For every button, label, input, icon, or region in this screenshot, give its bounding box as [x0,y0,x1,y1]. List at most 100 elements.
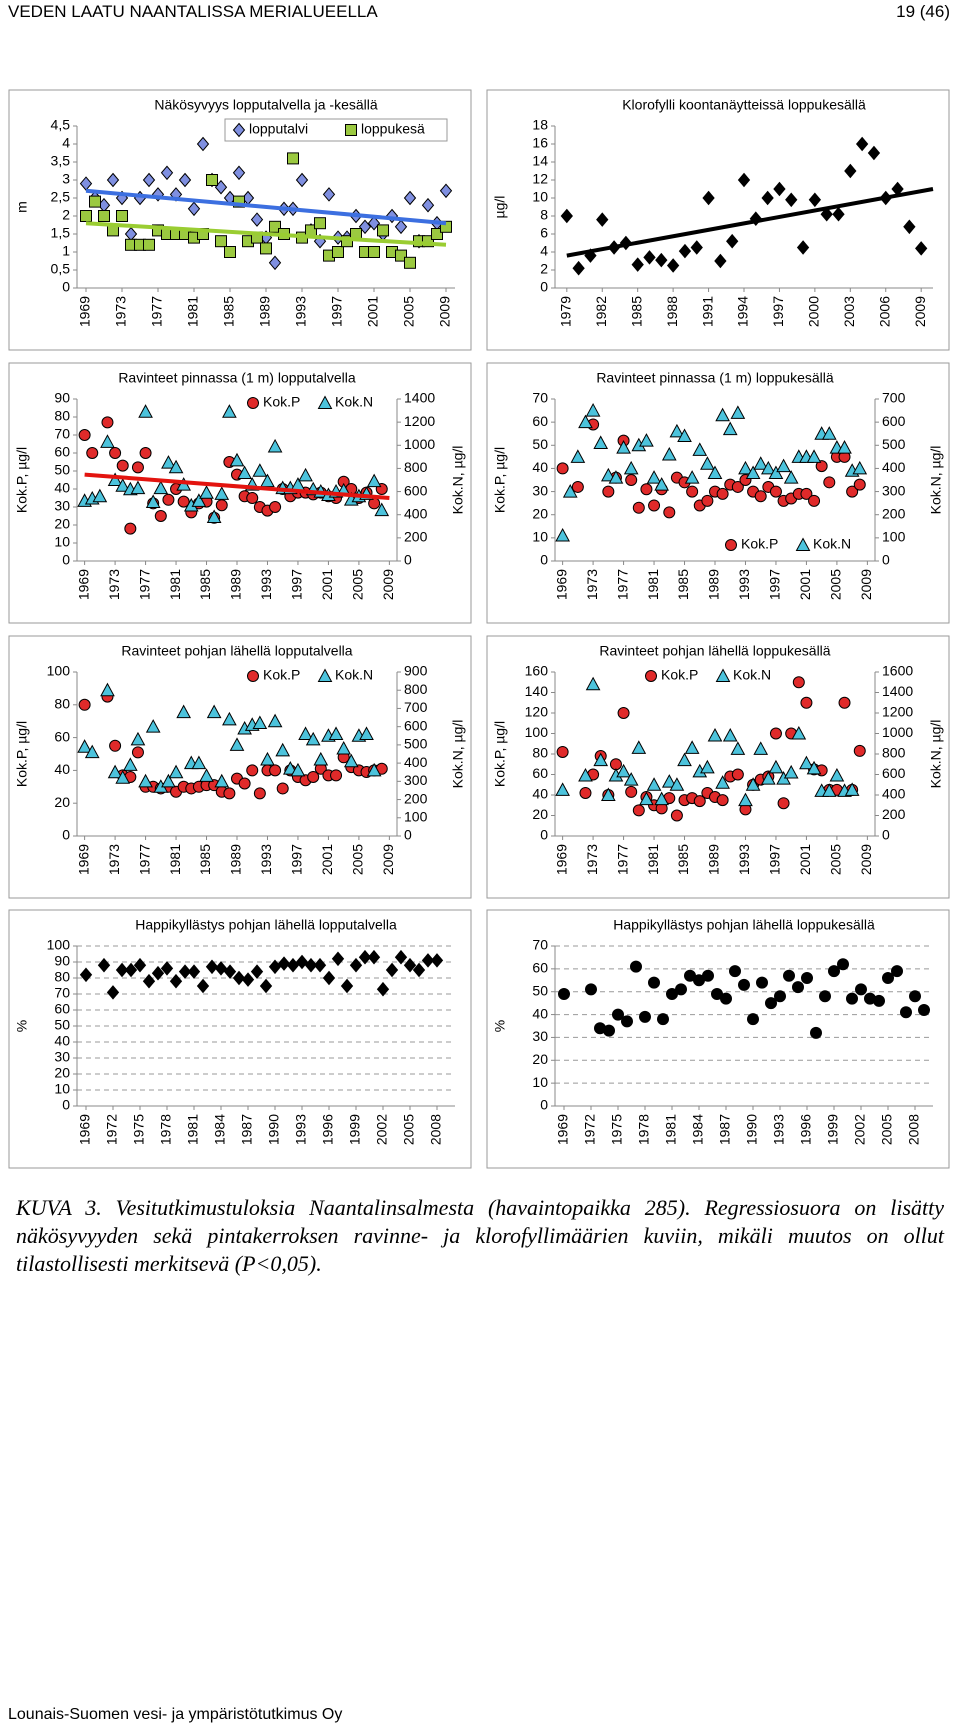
point [232,970,246,986]
y-tick-label: 4,5 [51,117,71,133]
point [376,981,390,997]
point [631,257,644,272]
point [837,958,849,971]
point [657,1013,669,1026]
y2-tick-label: 600 [404,717,428,733]
y-tick-label: 18 [532,117,548,133]
x-tick-label: 2005 [828,569,844,600]
point [124,962,138,978]
point [700,759,715,774]
point [142,172,156,188]
point [145,719,161,733]
point [639,433,654,447]
x-tick-label: 1999 [825,1114,841,1145]
point [241,972,255,987]
point [314,217,326,230]
legend-marker [715,668,731,682]
x-tick-label: 1993 [258,844,274,875]
x-tick-label: 1984 [690,1114,706,1145]
point [138,773,153,788]
x-tick-label: 1993 [736,569,752,600]
point [109,739,122,752]
point [670,809,683,822]
point [92,488,108,503]
y-tick-label: 50 [54,1017,70,1033]
point [707,465,723,480]
point [777,797,790,810]
point [214,486,230,500]
chart-title: Klorofylli koontanäytteissä loppukesällä [622,97,866,113]
x-tick-label: 2006 [876,296,892,327]
point [78,429,91,441]
y-tick-label: 3,5 [51,153,71,169]
point [154,510,167,522]
point [747,1013,759,1026]
point [844,782,860,796]
y-tick-label: 60 [54,444,70,460]
y-tick-label: 1,5 [51,225,71,241]
y-tick-label: 10 [532,1074,548,1090]
point [374,502,390,517]
point [340,978,354,994]
x-tick-label: 1981 [663,1114,679,1145]
x-tick-label: 2001 [365,296,381,327]
point [585,676,601,691]
x-tick-label: 1969 [77,1114,93,1145]
y-tick-label: 0 [62,552,70,568]
y-axis-label: Kok.P, µg/l [492,721,508,787]
point [298,467,313,482]
x-tick-label: 1997 [289,844,305,875]
point [726,233,739,249]
point [829,767,845,782]
point [768,465,784,480]
point [223,964,237,979]
point [79,967,93,983]
point [84,744,100,759]
point [596,212,609,227]
point [377,224,389,237]
x-tick-label: 1990 [744,1114,760,1145]
y2-tick-label: 100 [404,808,428,824]
point [621,1015,633,1028]
point [690,240,703,255]
y-tick-label: 80 [54,969,70,985]
point [792,981,804,994]
point [341,235,353,248]
point [761,190,774,206]
x-tick-label: 2005 [879,1114,895,1145]
point [145,494,161,508]
point [700,456,715,470]
footer: Lounais-Suomen vesi- ja ympäristötutkimu… [8,1706,343,1723]
x-tick-label: 1969 [553,844,569,875]
point [252,715,268,730]
point [205,959,219,975]
chart-title: Ravinteet pinnassa (1 m) lopputalvella [118,370,356,386]
x-tick-label: 1969 [75,844,91,875]
point [716,794,729,807]
point [909,990,921,1003]
legend-label: Kok.N [733,667,771,683]
point [783,764,799,779]
point [161,455,176,469]
y-tick-label: 120 [525,704,549,720]
x-tick-label: 1982 [593,296,609,327]
legend-marker [232,122,246,138]
x-tick-label: 1999 [347,1114,363,1145]
point [168,764,184,779]
x-tick-label: 2001 [797,844,813,875]
x-tick-label: 2009 [858,844,874,875]
point [267,713,283,728]
x-tick-label: 1996 [798,1114,814,1145]
y-tick-label: 2 [62,207,70,223]
point [745,465,761,480]
point [555,782,570,796]
point [693,795,706,808]
point [109,447,122,459]
point [616,763,631,778]
x-tick-label: 2002 [374,1114,390,1145]
chart-title: Ravinteet pohjan lähellä lopputalvella [121,643,352,659]
point [602,485,615,498]
point [821,783,837,797]
point [268,959,282,975]
point [646,470,662,484]
